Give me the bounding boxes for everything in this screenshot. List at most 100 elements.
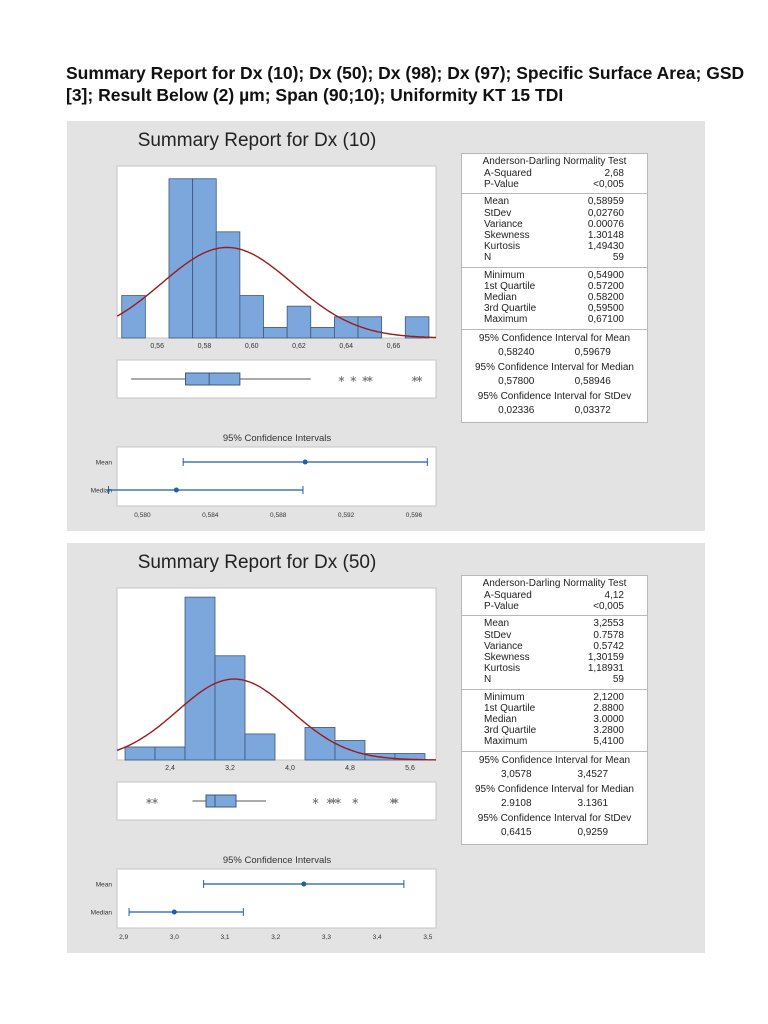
stats-value: 3,2553 [593,618,624,630]
ci-low: 0,02336 [498,404,535,416]
boxplot-box [185,372,241,386]
ci-high: 0,58946 [574,375,611,387]
histogram-bar [121,295,146,339]
ci-point-estimate [171,909,177,915]
stats-row: Variance 0.00076 [462,219,647,230]
stats-row: Mean 0,58959 [462,196,647,207]
stats-label: Kurtosis [484,663,521,675]
ci-point-estimate [173,487,179,493]
ci-values: 3,0578 3,4527 [462,767,647,783]
stats-value: 3.2800 [593,725,624,737]
stats-value: 0,67100 [587,314,624,326]
normality-test-title: Anderson-Darling Normality Test [482,156,627,167]
stats-label: StDev [484,629,512,641]
stats-row: P-Value <0,005 [462,179,647,190]
boxplot-outlier-icon [330,798,337,804]
ci-values: 0,58240 0,59679 [462,345,647,361]
boxplot-area [116,781,437,821]
histogram-bar [310,326,335,339]
ci-row-label: Median [91,488,113,495]
ci-point-estimate [301,881,307,887]
stats-label: A-Squared [484,590,532,601]
stats-row: N 59 [462,252,647,263]
stats-value: 0.00076 [587,218,624,230]
ci-high: 0,9259 [577,826,609,838]
ci-plot-title: 95% Confidence Intervals [223,855,332,866]
ci-values: 0,6415 0,9259 [462,825,647,841]
histogram-bar [168,178,194,339]
ci-x-tick-label: 3,0 [170,934,179,941]
boxplot-outlier-icon [312,798,319,804]
stats-label: Skewness [484,230,530,242]
stats-label: Median [484,292,517,304]
ci-plot-title: 95% Confidence Intervals [223,433,332,444]
boxplot-outlier-icon [416,376,423,382]
histogram-x-tick-label: 3,2 [225,765,235,772]
statistics-table: Anderson-Darling Normality Test A-Squared… [461,153,648,423]
stats-label: Minimum [484,269,525,281]
ci-point-estimate [302,459,308,465]
ci-plot-area [116,446,437,507]
stats-value: 59 [612,674,624,686]
boxplot-outlier-icon [392,798,399,804]
histogram-bar [214,655,246,761]
ci-high: 3.1361 [577,797,609,809]
stats-label: Skewness [484,652,530,664]
histogram-bar [154,746,186,761]
stats-row: StDev 0,02760 [462,208,647,219]
ci-high: 0,03372 [574,404,611,416]
stats-row: Mean 3,2553 [462,618,647,629]
ci-x-tick-label: 2,9 [119,934,128,941]
ci-title: 95% Confidence Interval for Mean [478,754,631,766]
stats-row: Variance 0.5742 [462,641,647,652]
stats-section: Mean 0,58959 StDev 0,02760 Variance 0.00076 Sk… [462,194,647,268]
stats-row: Minimum 2,1200 [462,692,647,703]
boxplot-outlier-icon [350,376,357,382]
histogram-plot-area [116,587,437,761]
summary-chart: 0,56 0,58 0,60 0,62 0,64 0,66 95% Confidence I… [91,165,437,519]
ci-x-tick-label: 3,2 [271,934,280,941]
stats-section: Mean 3,2553 StDev 0.7578 Variance 0.5742 Skewn… [462,616,647,690]
ci-title: 95% Confidence Interval for Median [475,783,634,795]
histogram-x-tick-label: 0,62 [292,343,306,350]
confidence-intervals-section: 95% Confidence Interval for Mean 0,58240 0… [462,330,647,422]
stats-label: 1st Quartile [484,280,536,292]
histogram-bar [333,316,359,339]
histogram-bar [404,316,430,339]
boxplot-box [205,794,237,808]
stats-value: 0.57200 [587,280,624,292]
stats-row: A-Squared 4,12 [462,590,647,601]
stats-value: 1,49430 [587,241,624,253]
stats-value: 4,12 [604,590,624,601]
stats-label: N [484,252,492,264]
ci-low: 2.9108 [500,797,532,809]
histogram-plot-area [116,165,437,339]
stats-row: Kurtosis 1,18931 [462,663,647,674]
ci-title: 95% Confidence Interval for Median [475,361,634,373]
panel-title: Summary Report for Dx (50) [137,552,377,573]
stats-row: P-Value <0,005 [462,601,647,612]
summary-report-panel-dx50: 2,4 3,2 4,0 4,8 5,6 95% Confidence Intervals M… [67,543,705,953]
ci-plot-area [116,868,437,929]
stats-section: Anderson-Darling Normality Test A-Squared… [462,576,647,617]
stats-row: 1st Quartile 0.57200 [462,281,647,292]
stats-row: Median 0.58200 [462,292,647,303]
histogram-x-tick-label: 0,56 [150,343,164,350]
stats-value: 3.0000 [593,714,624,726]
normal-fit-curve [116,678,437,761]
stats-value: 0,54900 [587,269,624,281]
histogram-x-tick-label: 0,60 [245,343,259,350]
ci-low: 0,6415 [500,826,532,838]
stats-row: 3rd Quartile 3.2800 [462,725,647,736]
stats-label: P-Value [484,601,519,613]
ci-x-tick-label: 0,592 [338,512,355,519]
ci-values: 2.9108 3.1361 [462,796,647,812]
boxplot-outlier-icon [152,798,158,804]
stats-section: Minimum 0,54900 1st Quartile 0.57200 Median 0… [462,268,647,330]
ci-high: 3,4527 [577,768,609,780]
boxplot-outlier-icon [146,798,152,804]
stats-label: P-Value [484,179,519,191]
stats-value: 2,1200 [593,691,624,703]
stats-label: Variance [484,218,523,230]
ci-x-tick-label: 3,5 [423,934,432,941]
